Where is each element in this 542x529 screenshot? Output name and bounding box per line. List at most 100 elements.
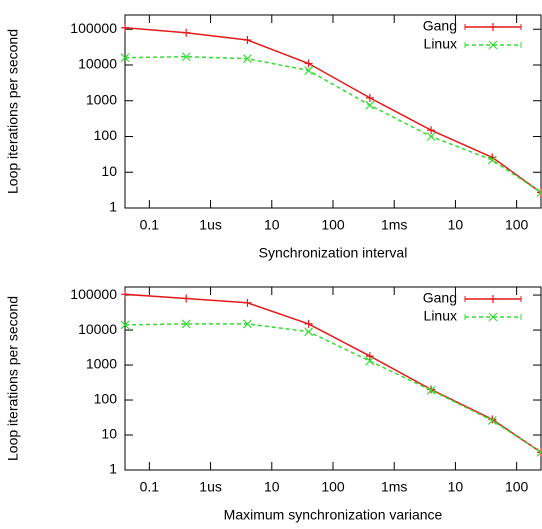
marker <box>365 100 375 110</box>
x-tick-label: 1ms <box>381 217 407 233</box>
series <box>120 319 542 457</box>
x-tick-label: 100 <box>321 217 345 233</box>
data-point <box>243 319 252 329</box>
x-tick-label: 100 <box>505 479 529 495</box>
y-axis-label: Loop iterations per second <box>5 296 21 461</box>
y-tick-label: 10000 <box>78 321 117 337</box>
marker <box>487 155 497 165</box>
plot-frame <box>124 286 542 471</box>
marker <box>304 66 314 75</box>
x-axis-label: Maximum synchronization variance <box>224 507 443 523</box>
marker <box>365 93 374 102</box>
marker <box>365 352 374 361</box>
data-point <box>365 352 374 361</box>
data-point <box>365 356 375 366</box>
data-point <box>243 298 252 307</box>
series-line <box>124 293 542 453</box>
series <box>121 23 542 197</box>
marker <box>121 290 129 299</box>
marker <box>243 319 252 329</box>
x-tick-label: 10 <box>264 479 280 495</box>
data-point <box>426 132 436 141</box>
data-point <box>304 59 313 68</box>
y-tick-label: 10 <box>101 163 117 179</box>
plot-frame <box>124 14 542 209</box>
y-tick-label: 1 <box>109 461 117 477</box>
marker <box>182 294 191 303</box>
marker <box>427 126 436 135</box>
data-point <box>304 319 313 328</box>
data-point <box>121 23 129 32</box>
series-line <box>124 26 542 194</box>
marker <box>365 356 375 366</box>
y-tick-label: 100000 <box>70 286 117 302</box>
data-point <box>304 327 314 337</box>
x-tick-label: 0.1 <box>140 217 160 233</box>
series-line <box>124 323 542 453</box>
marker <box>489 295 497 303</box>
marker <box>488 312 498 322</box>
x-tick-label: 1ms <box>381 479 407 495</box>
data-point <box>487 416 497 425</box>
legend-label: Gang <box>423 290 457 306</box>
x-tick-label: 100 <box>505 217 529 233</box>
marker <box>304 59 313 68</box>
marker <box>304 319 313 328</box>
marker <box>426 132 436 141</box>
x-axis-label: Synchronization interval <box>259 245 408 261</box>
series <box>120 52 542 198</box>
y-tick-label: 1 <box>109 199 117 215</box>
y-tick-label: 1000 <box>86 91 117 107</box>
legend-label: Gang <box>423 18 457 34</box>
marker <box>536 447 542 457</box>
y-tick-label: 100 <box>94 127 118 143</box>
data-point <box>182 28 191 37</box>
marker <box>243 35 252 44</box>
chart: 1 10 100 1000 10000 100000 0.1 1us 10 100 1ms 10 100… <box>5 286 542 523</box>
marker <box>536 188 542 198</box>
y-tick-label: 100000 <box>70 20 117 36</box>
marker <box>487 416 497 425</box>
data-point <box>182 294 191 303</box>
data-point <box>365 93 374 102</box>
data-point <box>181 319 191 329</box>
data-point <box>487 155 497 165</box>
chart: 1 10 100 1000 10000 100000 0.1 1us 10 100 1ms 10 100… <box>5 14 542 261</box>
data-point <box>181 52 191 62</box>
y-tick-label: 10 <box>101 426 117 442</box>
x-tick-label: 1us <box>199 217 222 233</box>
data-point <box>121 290 129 299</box>
data-point <box>536 447 542 457</box>
x-tick-label: 1us <box>199 479 222 495</box>
marker <box>181 319 191 329</box>
marker <box>121 23 129 32</box>
data-point <box>427 126 436 135</box>
data-point <box>365 100 375 110</box>
marker <box>120 53 130 63</box>
x-tick-label: 10 <box>448 217 464 233</box>
data-point <box>120 53 130 63</box>
data-point <box>243 35 252 44</box>
data-point <box>120 320 130 330</box>
legend-label: Linux <box>424 36 457 52</box>
data-point <box>304 66 314 75</box>
marker <box>489 23 497 31</box>
data-point <box>536 188 542 198</box>
series-line <box>124 55 542 194</box>
series <box>121 290 542 457</box>
x-tick-label: 0.1 <box>140 479 160 495</box>
data-point <box>243 54 252 64</box>
x-tick-label: 10 <box>264 217 280 233</box>
y-tick-label: 10000 <box>78 56 117 72</box>
y-tick-label: 1000 <box>86 356 117 372</box>
marker <box>426 385 436 395</box>
legend-label: Linux <box>424 308 457 324</box>
data-point <box>426 385 436 395</box>
x-tick-label: 10 <box>448 479 464 495</box>
marker <box>243 54 252 64</box>
x-tick-label: 100 <box>321 479 345 495</box>
y-tick-label: 100 <box>94 391 118 407</box>
marker <box>243 298 252 307</box>
marker <box>120 320 130 330</box>
